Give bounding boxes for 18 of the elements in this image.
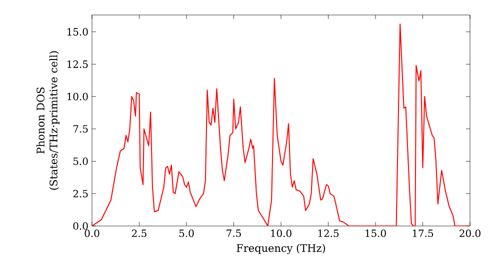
y-tick-label: 12.5: [68, 60, 88, 68]
x-tick-label: 5.0: [179, 230, 194, 238]
y-axis-title: Phonon DOS (States/THz·primitive cell): [36, 51, 60, 190]
y-tick-label: 15.0: [68, 28, 88, 36]
x-tick-label: 17.5: [412, 230, 434, 238]
x-tick-label: 15.0: [366, 230, 386, 238]
y-tick-label: 10.0: [68, 92, 88, 100]
x-tick-label: 0.0: [84, 230, 100, 238]
y-tick-label: 5.0: [73, 157, 88, 166]
x-tick-label: 20.0: [460, 230, 480, 238]
x-tick-label: 7.5: [226, 230, 241, 237]
y-tick-label: 0.0: [73, 222, 88, 230]
x-tick-label: 10.0: [271, 230, 292, 238]
y-tick-label: 7.5: [73, 125, 88, 133]
x-tick-label: 12.5: [318, 230, 339, 238]
x-axis-title: Frequency (THz): [236, 244, 325, 254]
x-tick-label: 2.5: [132, 230, 146, 238]
y-tick-label: 2.5: [73, 190, 88, 198]
